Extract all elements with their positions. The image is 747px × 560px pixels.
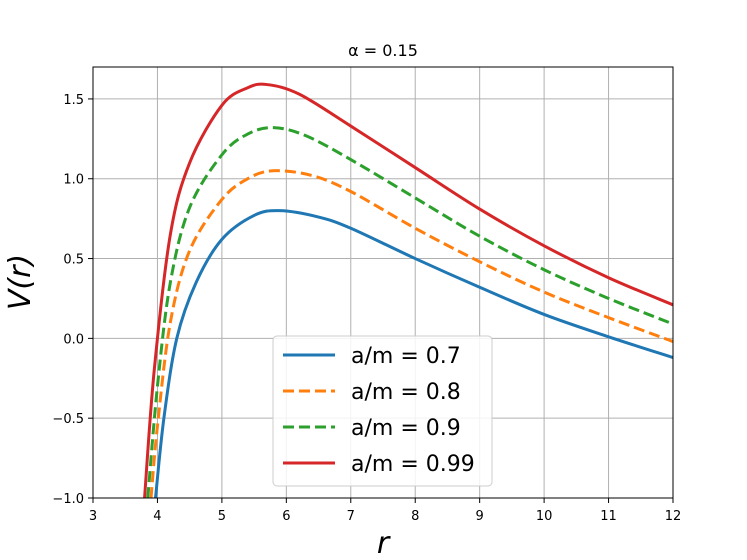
x-tick-label: 12: [665, 509, 682, 524]
x-tick-label: 7: [347, 509, 355, 524]
y-tick-label: 1.5: [63, 93, 84, 108]
y-tick-label: 0.0: [63, 332, 84, 347]
chart-title: α = 0.15: [348, 41, 418, 60]
x-tick-label: 6: [282, 509, 290, 524]
x-tick-label: 10: [536, 509, 553, 524]
x-axis-label: r: [377, 526, 391, 560]
x-tick-label: 3: [89, 509, 97, 524]
ticks: 3 4 5 6 7 8 9 10 11 12 −1.0 −0.5 0.0 0.5 1.0 1.5: [52, 93, 681, 524]
x-tick-label: 11: [600, 509, 617, 524]
legend-box: [272, 335, 493, 487]
y-tick-label: −1.0: [52, 492, 84, 507]
legend-label-4: a/m = 0.99: [351, 452, 475, 477]
y-tick-label: 0.5: [63, 253, 84, 268]
series-layer: [143, 82, 673, 498]
plot-frame: [92, 66, 674, 499]
x-tick-label: 5: [218, 509, 226, 524]
series-line-2: [149, 169, 673, 498]
x-tick-label: 9: [476, 509, 484, 524]
series-line-1: [154, 209, 673, 498]
y-axis-label: V(r): [3, 254, 38, 310]
legend-label-3: a/m = 0.9: [351, 416, 461, 441]
legend-label-2: a/m = 0.8: [351, 380, 461, 405]
y-tick-label: 1.0: [63, 173, 84, 188]
series-line-4: [143, 82, 673, 498]
legend: a/m = 0.7 a/m = 0.8 a/m = 0.9 a/m = 0.99: [272, 335, 493, 487]
y-tick-label: −0.5: [52, 412, 84, 427]
x-tick-label: 4: [153, 509, 161, 524]
x-tick-label: 8: [411, 509, 419, 524]
legend-label-1: a/m = 0.7: [351, 344, 461, 369]
